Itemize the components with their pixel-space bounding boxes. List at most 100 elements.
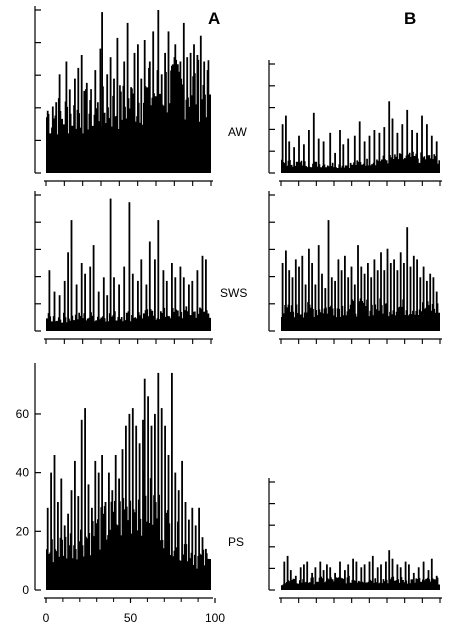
peak-bar-b-sws-6: [301, 255, 304, 331]
peak-bar-a-aw-13: [101, 12, 103, 173]
peak-bar-b-aw-3: [293, 147, 295, 173]
peak-bar-a-ps-13: [91, 507, 93, 590]
peak-bar-a-ps-31: [150, 425, 153, 590]
peak-bar-b-ps-12: [329, 567, 332, 590]
peak-bar-a-aw-11: [94, 70, 97, 173]
peak-bar-b-aw-12: [339, 130, 341, 173]
x-tick-label-100: 100: [205, 611, 225, 625]
peak-bar-b-ps-8: [314, 567, 317, 590]
y-tick-label-60: 60: [16, 407, 30, 421]
peak-bar-a-ps-2: [53, 455, 56, 590]
peak-bar-a-ps-44: [194, 525, 197, 590]
peak-bar-b-ps-31: [408, 564, 410, 590]
peak-bar-b-sws-42: [419, 277, 422, 331]
peak-bar-a-aw-18: [119, 91, 122, 173]
x-tick-label-0: 0: [43, 611, 50, 625]
peak-bar-b-aw-17: [363, 141, 366, 173]
peak-bar-a-ps-26: [135, 425, 138, 590]
peak-bar-b-sws-47: [435, 291, 438, 331]
peak-bar-b-aw-20: [378, 132, 381, 173]
peak-bar-b-aw-18: [368, 135, 371, 173]
peak-bar-b-aw-22: [388, 101, 391, 173]
peak-bar-b-ps-24: [380, 564, 382, 590]
peak-bar-b-sws-36: [399, 252, 402, 331]
peak-bar-a-sws-13: [106, 295, 109, 331]
peak-bar-a-ps-30: [147, 396, 149, 590]
peak-bar-a-ps-10: [80, 419, 83, 590]
peak-bar-a-aw-23: [137, 44, 139, 173]
peak-bar-a-aw-20: [126, 22, 129, 174]
peak-bar-a-aw-37: [189, 52, 192, 173]
peak-bar-a-aw-2: [55, 102, 58, 173]
peak-bar-a-sws-14: [109, 198, 112, 331]
peak-bar-b-aw-5: [303, 144, 305, 173]
peak-bar-b-sws-43: [422, 266, 425, 331]
peak-bar-b-sws-12: [321, 273, 323, 331]
peak-bar-b-sws-0: [281, 263, 284, 331]
peak-bar-b-ps-27: [391, 558, 394, 590]
peak-bar-b-sws-27: [370, 277, 373, 331]
histogram-b-aw: [268, 60, 442, 186]
peak-bar-b-ps-13: [334, 572, 336, 590]
peak-bar-b-aw-23: [391, 118, 394, 173]
panel-label-a: A: [208, 9, 220, 28]
y-tick-label-0: 0: [22, 583, 29, 597]
peak-bar-b-aw-6: [308, 130, 310, 173]
peak-bar-a-aw-21: [130, 87, 132, 173]
peak-bar-a-aw-22: [133, 52, 136, 173]
peak-bar-b-aw-32: [435, 141, 438, 173]
peak-bar-b-sws-17: [337, 259, 340, 331]
peak-bar-b-sws-23: [357, 245, 359, 331]
peak-bar-b-ps-6: [306, 561, 309, 590]
peak-bar-a-aw-33: [174, 44, 177, 173]
peak-bar-b-sws-5: [298, 266, 300, 331]
peak-bar-b-sws-7: [304, 284, 307, 331]
peak-bar-b-ps-20: [363, 564, 366, 590]
peak-bar-b-sws-4: [294, 259, 297, 331]
peak-bar-b-aw-31: [430, 135, 433, 173]
peak-bar-b-sws-35: [396, 270, 399, 331]
peak-bar-a-aw-16: [113, 78, 115, 173]
peak-bar-b-aw-9: [322, 141, 325, 173]
peak-bar-b-ps-0: [283, 561, 286, 590]
panel-label-b: B: [404, 9, 416, 28]
peak-bar-b-aw-24: [396, 132, 399, 173]
peak-bar-a-sws-6: [75, 284, 78, 331]
peak-bar-a-ps-35: [164, 425, 166, 590]
state-label-sws: SWS: [220, 286, 247, 300]
peak-bar-a-sws-11: [97, 291, 100, 331]
peak-bar-a-sws-31: [182, 277, 185, 331]
peak-bar-b-ps-2: [289, 570, 292, 590]
peak-bar-a-sws-29: [174, 277, 177, 331]
peak-bar-b-ps-35: [427, 570, 430, 590]
peak-bar-b-ps-21: [368, 561, 371, 590]
peak-bar-a-aw-24: [140, 78, 143, 173]
peak-bar-b-sws-30: [380, 252, 382, 331]
peak-bar-b-aw-30: [426, 124, 428, 173]
peak-bar-a-ps-17: [104, 502, 107, 590]
peak-bar-b-ps-10: [322, 570, 325, 590]
peak-bar-a-sws-7: [80, 263, 83, 331]
peak-bar-a-aw-30: [164, 52, 166, 173]
peak-bar-a-ps-28: [142, 419, 144, 590]
peak-bar-a-ps-23: [125, 425, 127, 590]
peak-bar-b-sws-44: [426, 280, 428, 331]
peak-bar-b-aw-2: [288, 141, 291, 173]
peak-bar-b-ps-5: [303, 564, 305, 590]
peak-bar-a-sws-35: [201, 255, 204, 331]
peak-bar-a-ps-9: [77, 496, 80, 590]
peak-bar-b-aw-15: [353, 135, 356, 173]
peak-bar-a-aw-42: [206, 70, 209, 173]
peak-bar-a-aw-4: [65, 61, 68, 173]
peak-bar-a-aw-34: [179, 61, 182, 173]
peak-bar-b-ps-4: [299, 567, 302, 590]
peak-bar-a-sws-5: [70, 220, 73, 331]
peak-bar-a-aw-39: [196, 55, 199, 173]
peak-bar-a-aw-17: [116, 37, 119, 174]
peak-bar-a-aw-6: [74, 78, 76, 173]
peak-bar-b-sws-22: [353, 284, 356, 331]
peak-bar-a-ps-7: [70, 490, 73, 590]
peak-bar-a-sws-30: [179, 266, 182, 331]
peak-bar-a-ps-8: [74, 460, 76, 590]
peak-bar-a-aw-5: [68, 89, 71, 173]
